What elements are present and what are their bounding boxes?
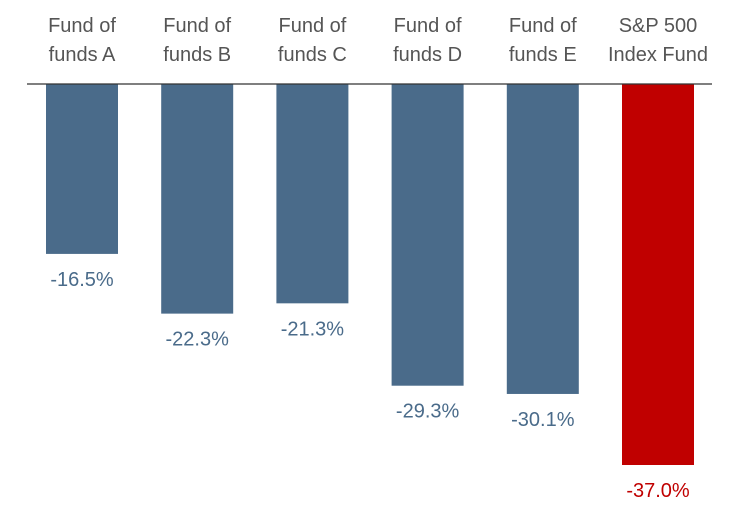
category-label-line: Fund of xyxy=(163,15,231,37)
value-label: -22.3% xyxy=(166,329,230,351)
value-label: -30.1% xyxy=(511,409,575,431)
bar xyxy=(161,84,234,314)
category-label-line: S&P 500 xyxy=(619,15,698,37)
bars xyxy=(46,84,694,465)
category-label-line: funds C xyxy=(278,44,347,66)
category-label: Fund of funds D xyxy=(393,15,462,66)
category-label-line: funds D xyxy=(393,44,462,66)
value-label: -37.0% xyxy=(626,480,690,502)
category-label-line: Fund of xyxy=(394,15,462,37)
category-label: Fund of funds E xyxy=(509,15,577,66)
category-labels: Fund of funds A Fund of funds B Fund of funds… xyxy=(48,15,708,66)
category-label-line: Index Fund xyxy=(608,44,708,66)
category-label: S&P 500 Index Fund xyxy=(608,15,708,66)
category-label: Fund of funds A xyxy=(48,15,116,66)
bar xyxy=(391,84,464,386)
bar xyxy=(276,84,349,304)
value-label: -21.3% xyxy=(281,318,345,340)
value-label: -16.5% xyxy=(50,269,114,291)
category-label-line: funds A xyxy=(49,44,116,66)
bar xyxy=(506,84,579,394)
bar xyxy=(622,84,694,465)
category-label: Fund of funds C xyxy=(278,15,347,66)
category-label-line: Fund of xyxy=(48,15,116,37)
category-label-line: Fund of xyxy=(509,15,577,37)
category-label-line: funds B xyxy=(163,44,231,66)
bar xyxy=(46,84,118,254)
category-label: Fund of funds B xyxy=(163,15,231,66)
category-label-line: funds E xyxy=(509,44,577,66)
category-label-line: Fund of xyxy=(278,15,346,37)
value-label: -29.3% xyxy=(396,401,460,423)
value-labels: -16.5% -22.3% -21.3% -29.3% -30.1% -37.0% xyxy=(50,269,690,502)
